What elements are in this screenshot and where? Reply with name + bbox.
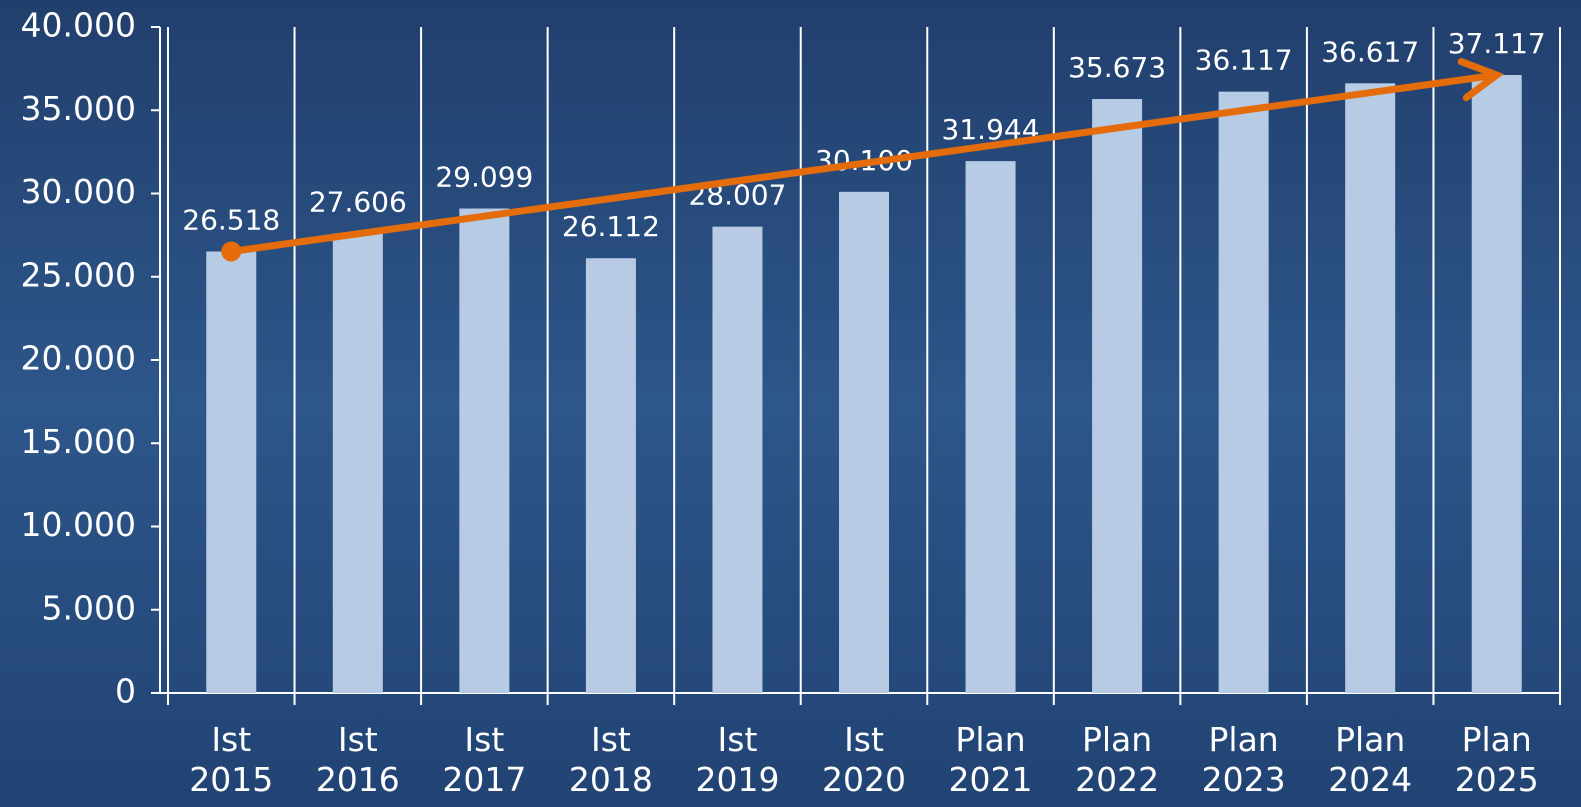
y-tick-label: 15.000 bbox=[21, 422, 136, 461]
bar bbox=[459, 208, 510, 693]
x-tick-label: Plan 2021 bbox=[949, 720, 1033, 799]
bar bbox=[332, 233, 383, 693]
bar bbox=[1218, 91, 1269, 693]
x-tick-label: Ist 2015 bbox=[189, 720, 273, 799]
x-tick-label: Plan 2025 bbox=[1455, 720, 1539, 799]
bar bbox=[206, 251, 257, 694]
x-tick-label: Ist 2018 bbox=[569, 720, 653, 799]
trend-arrow bbox=[230, 71, 1498, 255]
bar bbox=[1471, 75, 1522, 693]
y-tick-label: 40.000 bbox=[21, 6, 136, 45]
x-tick-label: Ist 2020 bbox=[822, 720, 906, 799]
value-label: 27.606 bbox=[309, 185, 407, 218]
bar bbox=[1345, 83, 1396, 693]
bar bbox=[965, 161, 1016, 694]
value-label: 35.673 bbox=[1068, 51, 1166, 84]
y-tick-label: 30.000 bbox=[21, 172, 136, 211]
arrow-head bbox=[1457, 58, 1504, 102]
bar bbox=[585, 258, 636, 693]
bar bbox=[839, 191, 889, 693]
value-label: 36.117 bbox=[1195, 44, 1293, 77]
x-tick-label: Plan 2022 bbox=[1075, 720, 1159, 799]
value-label: 26.112 bbox=[562, 210, 660, 243]
y-tick-label: 10.000 bbox=[21, 505, 136, 544]
x-tick-label: Ist 2016 bbox=[316, 720, 400, 799]
x-tick-label: Plan 2024 bbox=[1328, 720, 1412, 799]
x-tick-label: Ist 2019 bbox=[695, 720, 779, 799]
bar bbox=[1092, 99, 1143, 693]
value-label: 29.099 bbox=[435, 161, 533, 194]
y-tick-label: 20.000 bbox=[21, 339, 136, 378]
y-tick-label: 5.000 bbox=[42, 588, 136, 627]
x-tick-label: Ist 2017 bbox=[442, 720, 526, 799]
trend-start bbox=[221, 241, 242, 262]
value-label: 26.518 bbox=[182, 203, 280, 236]
x-tick-label: Plan 2023 bbox=[1202, 720, 1286, 799]
y-tick-label: 35.000 bbox=[21, 89, 136, 128]
value-label: 36.617 bbox=[1321, 35, 1419, 68]
y-tick-label: 0 bbox=[115, 672, 136, 711]
bar bbox=[712, 226, 763, 693]
y-tick-label: 25.000 bbox=[21, 255, 136, 294]
value-label: 37.117 bbox=[1448, 27, 1546, 60]
